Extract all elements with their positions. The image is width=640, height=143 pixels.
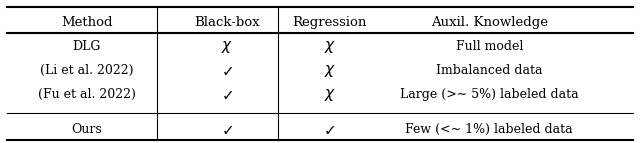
Text: Full model: Full model — [456, 40, 523, 53]
Text: Black-box: Black-box — [195, 16, 260, 29]
Text: $\boldsymbol{\mathit{\chi}}$: $\boldsymbol{\mathit{\chi}}$ — [323, 87, 335, 103]
Text: Few (<∼ 1%) labeled data: Few (<∼ 1%) labeled data — [405, 123, 573, 136]
Text: (Li et al. 2022): (Li et al. 2022) — [40, 64, 134, 77]
Text: Auxil. Knowledge: Auxil. Knowledge — [431, 16, 548, 29]
Text: Ours: Ours — [72, 123, 102, 136]
Text: (Fu et al. 2022): (Fu et al. 2022) — [38, 88, 136, 101]
Text: $\checkmark$: $\checkmark$ — [323, 122, 335, 137]
Text: $\boldsymbol{\mathit{\chi}}$: $\boldsymbol{\mathit{\chi}}$ — [323, 39, 335, 55]
Text: Method: Method — [61, 16, 113, 29]
Text: Large (>∼ 5%) labeled data: Large (>∼ 5%) labeled data — [400, 88, 579, 101]
Text: $\boldsymbol{\mathit{\chi}}$: $\boldsymbol{\mathit{\chi}}$ — [221, 39, 234, 55]
Text: $\checkmark$: $\checkmark$ — [221, 63, 234, 78]
Text: $\checkmark$: $\checkmark$ — [221, 122, 234, 137]
Text: $\boldsymbol{\mathit{\chi}}$: $\boldsymbol{\mathit{\chi}}$ — [323, 63, 335, 79]
Text: DLG: DLG — [73, 40, 101, 53]
Text: Imbalanced data: Imbalanced data — [436, 64, 543, 77]
Text: Regression: Regression — [292, 16, 367, 29]
Text: $\checkmark$: $\checkmark$ — [221, 87, 234, 102]
